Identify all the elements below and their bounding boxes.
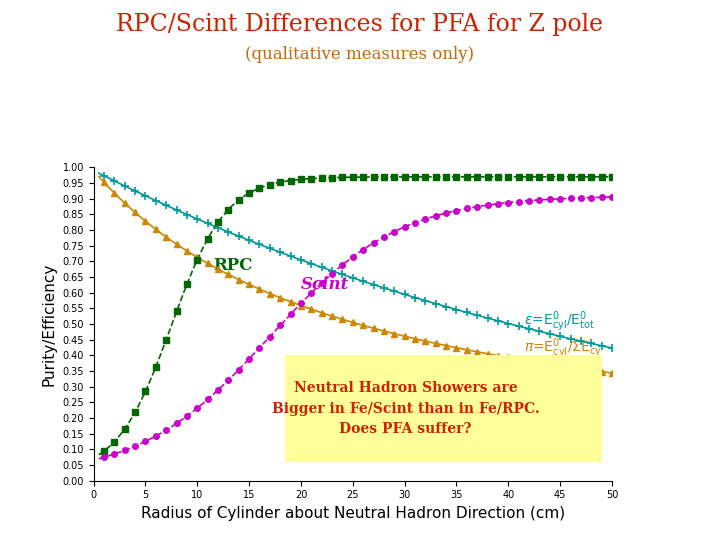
Text: Neutral Hadron Showers are
Bigger in Fe/Scint than in Fe/RPC.
Does PFA suffer?: Neutral Hadron Showers are Bigger in Fe/… bbox=[271, 381, 539, 436]
Text: (qualitative measures only): (qualitative measures only) bbox=[246, 46, 474, 63]
X-axis label: Radius of Cylinder about Neutral Hadron Direction (cm): Radius of Cylinder about Neutral Hadron … bbox=[140, 506, 565, 521]
Text: $\varepsilon$=E$^0_{\rm cyl}$/E$^0_{\rm tot}$: $\varepsilon$=E$^0_{\rm cyl}$/E$^0_{\rm … bbox=[524, 309, 595, 334]
Text: RPC/Scint Differences for PFA for Z pole: RPC/Scint Differences for PFA for Z pole bbox=[117, 14, 603, 37]
Y-axis label: Purity/Efficiency: Purity/Efficiency bbox=[42, 262, 57, 386]
Text: RPC: RPC bbox=[213, 257, 252, 274]
Text: Scint: Scint bbox=[301, 276, 349, 293]
FancyBboxPatch shape bbox=[285, 355, 602, 462]
Text: l: l bbox=[524, 362, 527, 372]
Text: $\pi$=E$^0_{\rm cyl}$/$\Sigma$E$_{\rm cy}$: $\pi$=E$^0_{\rm cyl}$/$\Sigma$E$_{\rm cy… bbox=[524, 336, 602, 361]
